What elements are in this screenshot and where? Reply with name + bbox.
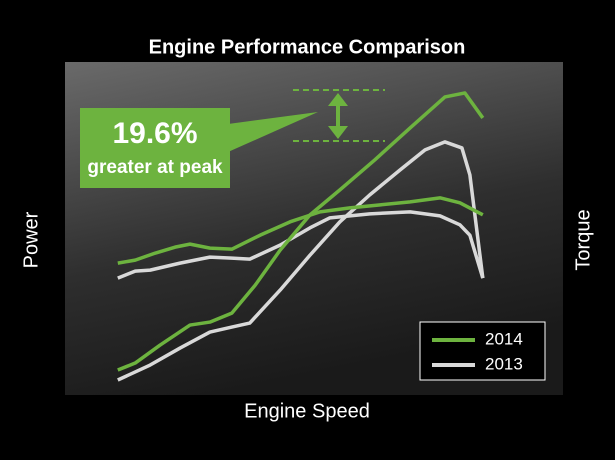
x-axis-label: Engine Speed bbox=[244, 400, 370, 422]
arrow-head bbox=[328, 93, 348, 106]
callout-box bbox=[80, 108, 230, 188]
peak-marker bbox=[293, 89, 385, 142]
arrow-head bbox=[328, 126, 348, 139]
callout-value: 19.6% bbox=[112, 117, 197, 150]
y2-axis-label: Torque bbox=[572, 209, 594, 270]
series-line bbox=[117, 210, 485, 280]
y-axis-label: Power bbox=[20, 211, 42, 268]
series-line bbox=[117, 91, 485, 372]
lines bbox=[117, 91, 485, 382]
series-line bbox=[117, 140, 485, 382]
series-line bbox=[117, 196, 484, 265]
callout-pointer bbox=[228, 112, 318, 152]
chart-title: Engine Performance Comparison bbox=[149, 36, 466, 58]
legend-box bbox=[419, 321, 546, 381]
legend: 2014 2013 bbox=[419, 321, 546, 381]
legend-label: 2013 bbox=[485, 354, 523, 373]
callout-text: greater at peak bbox=[87, 157, 223, 178]
legend-label: 2014 bbox=[485, 329, 523, 348]
